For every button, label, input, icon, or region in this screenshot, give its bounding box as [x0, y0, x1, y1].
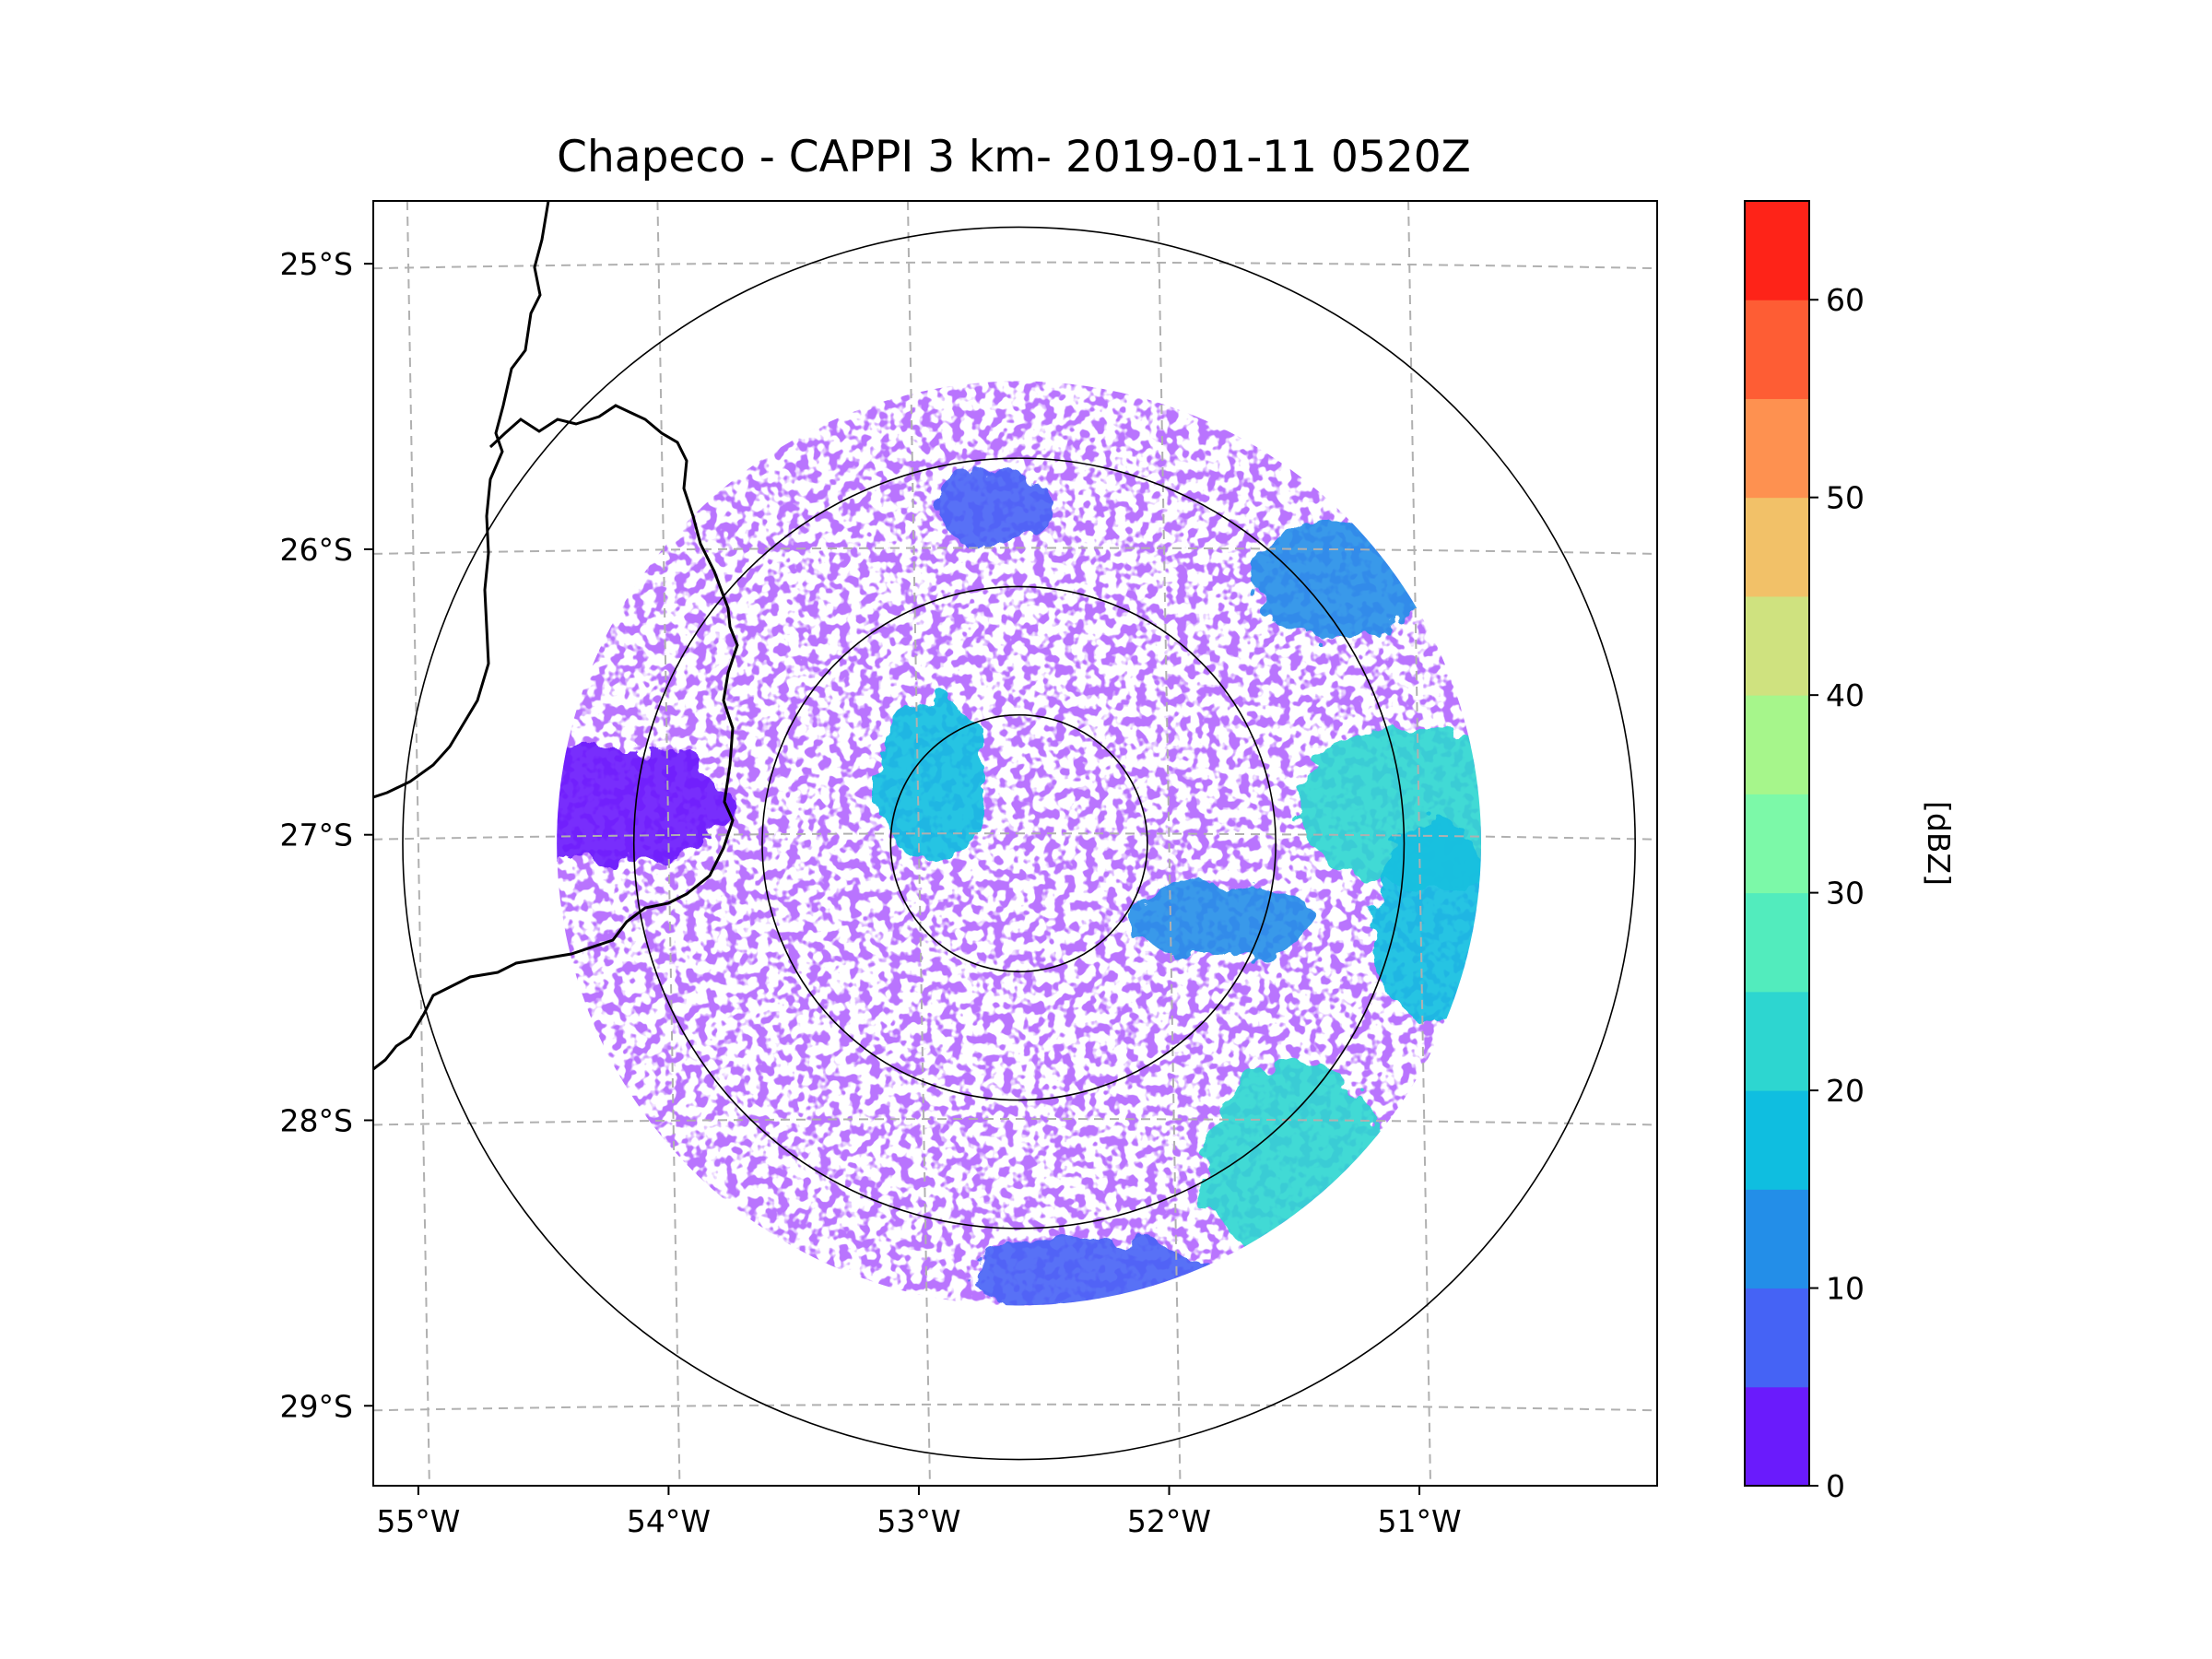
y-tick-label: 26°S: [280, 532, 353, 568]
parallel-gridline: [373, 1403, 1657, 1412]
meridian-gridline: [1157, 201, 1182, 1486]
echo-region: [1372, 819, 1482, 1021]
echo-region: [872, 697, 991, 858]
range-rings: [402, 226, 1636, 1461]
y-tick-label: 25°S: [280, 246, 353, 282]
colorbar-segment: [1745, 497, 1809, 597]
colorbar-segment: [1745, 892, 1809, 993]
radar-echo-layer: [557, 381, 1482, 1306]
colorbar-segment: [1745, 991, 1809, 1091]
parallel-gridline: [373, 832, 1657, 841]
x-tick-label: 51°W: [1377, 1503, 1461, 1539]
echo-region: [1295, 725, 1482, 887]
colorbar-tick-label: 10: [1826, 1271, 1865, 1307]
meridian-gridline: [406, 201, 430, 1486]
parallel-gridline: [373, 547, 1657, 555]
meridian-gridline: [656, 201, 681, 1486]
colorbar-frame: [1744, 200, 1810, 1487]
lat-lon-gridlines: [373, 201, 1657, 1486]
map-frame: [372, 200, 1658, 1487]
colorbar-segment: [1745, 1288, 1809, 1388]
echo-regions: [557, 467, 1482, 1306]
range-ring: [402, 226, 1636, 1461]
y-tick-label: 29°S: [280, 1388, 353, 1424]
echo-region: [1127, 881, 1312, 959]
country-state-borders: [373, 201, 739, 1071]
colorbar-tick-label: 50: [1826, 480, 1865, 516]
colorbar-segment: [1745, 695, 1809, 794]
x-tick-label: 52°W: [1127, 1503, 1211, 1539]
latitude-tick-labels: 25°S 26°S 27°S 28°S 29°S: [280, 246, 373, 1424]
parallel-gridline: [373, 261, 1657, 270]
colorbar-tick-label: 30: [1826, 876, 1865, 912]
colorbar-label: [dBZ]: [1921, 801, 1957, 886]
y-tick-label: 27°S: [280, 818, 353, 853]
colorbar-tick-label: 0: [1826, 1468, 1845, 1504]
range-ring: [889, 713, 1148, 973]
meridian-gridline: [1407, 201, 1432, 1486]
y-tick-label: 28°S: [280, 1102, 353, 1138]
colorbar-segment: [1745, 1090, 1809, 1190]
x-tick-label: 54°W: [627, 1503, 711, 1539]
border-paraguay-brazil: [373, 201, 550, 799]
meridian-gridline: [906, 201, 931, 1486]
colorbar-tick-label: 20: [1826, 1073, 1865, 1109]
colorbar-tick-label: 60: [1826, 282, 1865, 318]
range-ring: [761, 585, 1277, 1101]
longitude-tick-labels: 55°W 54°W 53°W 52°W 51°W: [376, 1486, 1462, 1539]
colorbar-segment: [1745, 1386, 1809, 1487]
parallel-gridline: [373, 1117, 1657, 1126]
x-tick-label: 55°W: [376, 1503, 460, 1539]
colorbar-segment: [1745, 300, 1809, 399]
colorbar-segment: [1745, 1189, 1809, 1289]
colorbar-segment: [1745, 595, 1809, 696]
x-tick-label: 53°W: [877, 1503, 960, 1539]
border-argentina-brazil: [373, 404, 739, 1071]
colorbar-segment: [1745, 794, 1809, 894]
colorbar-tick-label: 40: [1826, 677, 1865, 713]
chart-title: Chapeco - CAPPI 3 km- 2019-01-11 0520Z: [557, 132, 1471, 182]
colorbar-segment: [1745, 398, 1809, 499]
map-axes: [373, 201, 1657, 1486]
colorbar: 0 10 20 30 40 50 60: [1744, 200, 1865, 1504]
range-ring: [632, 457, 1406, 1230]
colorbar-segment: [1745, 201, 1809, 300]
echo-region: [935, 467, 1053, 546]
